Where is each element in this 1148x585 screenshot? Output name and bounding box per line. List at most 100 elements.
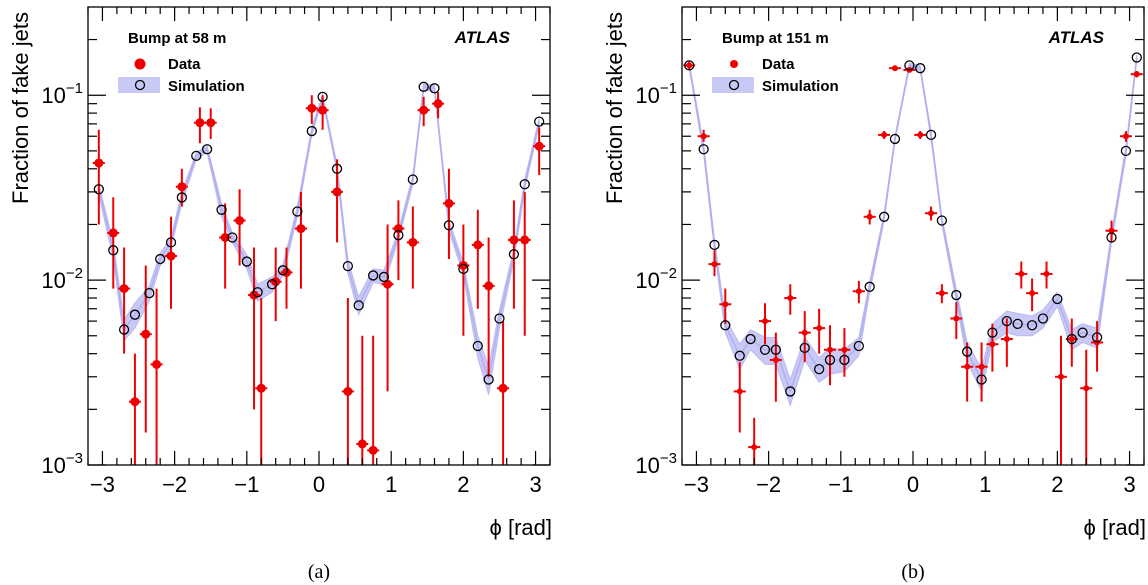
simulation-point [915,63,926,74]
data-point [94,158,104,168]
simulation-point [534,116,545,127]
x-tick-label: 0 [907,472,919,497]
data-point [383,279,393,289]
data-point [1003,336,1010,343]
data-point [195,118,205,128]
plot-frame [681,6,1145,466]
y-tick-base: 10 [41,83,65,108]
simulation-point [519,179,530,190]
simulation-point [951,289,962,301]
simulation-point [508,249,520,260]
simulation-point [799,342,810,354]
simulation-point [472,340,483,352]
y-tick-label: 10−3 [635,450,677,478]
y-tick-base: 10 [635,453,659,478]
simulation-point [824,354,836,366]
simulation-point [1052,293,1063,305]
data-point [989,341,996,348]
x-tick-label: −2 [756,472,781,497]
simulation-point [216,204,227,215]
simulation-point [458,263,469,275]
data-point [408,237,418,247]
simulation-point [734,350,745,361]
simulation-line [688,57,1138,394]
simulation-point [191,150,202,161]
data-point [458,260,468,270]
simulation-point [864,281,875,292]
simulation-point [418,81,429,92]
y-tick-base: 10 [635,83,659,108]
legend-simulation-band [712,77,754,93]
legend-title: Bump at 58 m [128,30,226,47]
simulation-point [1106,232,1117,243]
y-axis-title: Fraction of fake jets [602,12,627,204]
simulation-point [853,340,865,352]
simulation-point [407,174,418,185]
simulation-point [936,215,948,226]
simulation-point [770,344,781,355]
data-point [108,228,118,238]
data-point [953,315,960,322]
data-point [700,133,707,140]
data-point [152,359,162,369]
data-point [1029,290,1036,297]
simulation-point [367,270,379,281]
simulation-point [155,253,166,265]
data-point [772,356,779,363]
data-point [801,329,808,336]
x-tick-label: 2 [457,472,469,497]
simulation-point [684,60,695,71]
legend-data-marker [730,60,738,68]
y-tick-label: 10−2 [41,265,83,293]
data-point [534,141,544,151]
simulation-point [353,300,364,311]
simulation-point [1120,145,1132,157]
simulation-point [698,144,709,155]
data-point [1043,270,1050,277]
data-point [711,261,718,268]
chart-panel-b: −3 −2 −1 0 1 2 310−310−210−1ϕ [rad]Fraction of… [602,6,1146,583]
simulation-line [98,85,540,380]
data-point [433,99,443,109]
simulation-point [378,271,390,283]
data-point [520,235,530,245]
simulation-point [277,265,289,276]
simulation-point [1091,332,1103,343]
x-tick-label: −1 [234,472,259,497]
simulation-point [976,374,987,385]
data-point [855,288,862,295]
simulation-point [1026,320,1038,331]
chart-panel-a: −3 −2 −1 0 1 2 310−310−210−1ϕ [rad]Fraction of… [8,6,552,583]
x-tick-label: 1 [385,472,397,497]
x-tick-label: 1 [979,472,991,497]
simulation-point [745,333,756,345]
simulation-point [144,288,155,299]
data-point [235,216,245,226]
legend-data-marker [134,58,146,70]
simulation-point [443,220,455,231]
simulation-point [93,184,104,195]
simulation-point [252,287,263,298]
simulation-point [306,125,317,137]
data-point [866,213,873,220]
simulation-point [393,230,404,241]
panel-caption: (b) [901,561,924,583]
simulation-point [925,129,937,141]
x-tick-label: −1 [828,472,853,497]
data-point [841,346,848,353]
simulation-point [108,245,119,256]
simulation-point [292,206,303,217]
y-tick-base: 10 [41,453,65,478]
simulation-point [1131,52,1142,63]
data-point [978,363,985,370]
simulation-point [118,324,130,335]
data-point [964,363,971,370]
data-point [484,281,494,291]
legend-simulation-label: Simulation [168,78,245,95]
simulation-point [987,327,998,338]
x-axis-title: ϕ [rad] [490,515,552,540]
data-point [119,284,129,294]
data-point [177,182,187,192]
data-point [419,105,429,115]
